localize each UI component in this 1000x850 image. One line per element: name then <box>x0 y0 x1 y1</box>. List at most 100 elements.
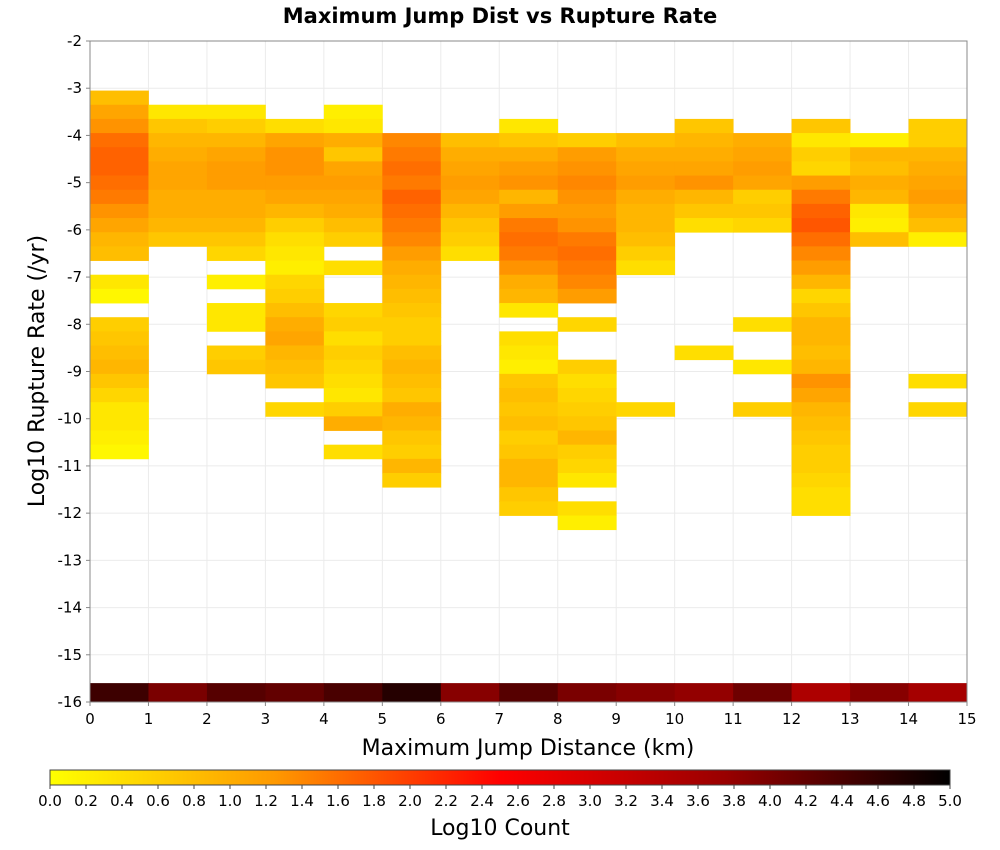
y-tick-label: -11 <box>58 457 83 475</box>
heatmap-cell <box>323 232 383 247</box>
heatmap-cell <box>908 683 967 702</box>
heatmap-cell <box>791 288 851 304</box>
heatmap-cell <box>265 260 325 276</box>
heatmap-cell <box>206 104 266 120</box>
heatmap-cell <box>265 232 325 247</box>
y-axis-label: Log10 Rupture Rate (/yr) <box>25 235 50 507</box>
x-tick-label: 5 <box>378 710 388 728</box>
heatmap-cell <box>499 501 559 516</box>
heatmap-cell <box>791 147 851 162</box>
heatmap-cell <box>265 317 325 332</box>
heatmap-cell <box>265 402 325 417</box>
heatmap-cell <box>850 133 909 148</box>
x-tick-label: 15 <box>957 710 976 728</box>
heatmap-cell <box>733 133 792 148</box>
colorbar-tick-label: 4.8 <box>902 792 926 810</box>
heatmap-cell <box>382 303 442 318</box>
heatmap-cell <box>206 133 266 148</box>
heatmap-cell <box>382 402 442 417</box>
heatmap-cell <box>791 303 851 318</box>
y-tick-label: -14 <box>58 599 83 617</box>
heatmap-cell <box>382 430 442 446</box>
heatmap-cell <box>148 147 208 162</box>
heatmap-cell <box>323 133 383 148</box>
y-tick-label: -6 <box>67 221 82 239</box>
heatmap-cell <box>791 133 851 148</box>
heatmap-cell <box>791 118 851 134</box>
x-tick-label: 12 <box>782 710 801 728</box>
heatmap-cell <box>323 331 383 346</box>
heatmap-cell <box>499 487 559 502</box>
heatmap-cell <box>557 175 617 191</box>
heatmap-cell <box>557 402 617 417</box>
heatmap-cell <box>440 218 500 233</box>
heatmap-cell <box>557 189 617 205</box>
heatmap-cell <box>382 683 442 702</box>
heatmap-cell <box>908 118 967 134</box>
heatmap-cell <box>616 161 676 176</box>
heatmap-cell <box>90 161 149 176</box>
heatmap-cell <box>90 359 149 375</box>
heatmap-cell <box>148 161 208 176</box>
heatmap-cell <box>90 133 149 148</box>
heatmap-cell <box>674 189 734 205</box>
heatmap-cell <box>499 232 559 247</box>
heatmap-cell <box>265 373 325 389</box>
heatmap-cell <box>557 359 617 375</box>
heatmap-cell <box>323 388 383 403</box>
heatmap-cell <box>791 161 851 176</box>
colorbar-tick-label: 3.6 <box>686 792 710 810</box>
heatmap-cell <box>908 161 967 176</box>
x-tick-label: 0 <box>85 710 95 728</box>
heatmap-cell <box>148 203 208 219</box>
heatmap-cell <box>499 331 559 346</box>
heatmap-cell <box>148 133 208 148</box>
heatmap-cell <box>557 430 617 446</box>
heatmap-cell <box>382 218 442 233</box>
heatmap-cell <box>557 147 617 162</box>
heatmap-cell <box>206 274 266 290</box>
heatmap-cell <box>90 444 149 460</box>
y-tick-label: -8 <box>67 315 82 333</box>
heatmap-cell <box>148 218 208 233</box>
colorbar-tick-label: 2.8 <box>542 792 566 810</box>
heatmap-cell <box>557 373 617 389</box>
heatmap-cell <box>791 473 851 488</box>
heatmap-cell <box>850 189 909 205</box>
heatmap-cell <box>499 203 559 219</box>
heatmap-cell <box>674 683 734 702</box>
heatmap-cell <box>674 147 734 162</box>
heatmap-cell <box>90 317 149 332</box>
heatmap-cells <box>90 90 967 702</box>
x-tick-label: 1 <box>144 710 154 728</box>
heatmap-cell <box>791 402 851 417</box>
colorbar-tick-label: 4.0 <box>758 792 782 810</box>
heatmap-cell <box>382 232 442 247</box>
heatmap-cell <box>440 161 500 176</box>
heatmap-cell <box>616 246 676 261</box>
heatmap-cell <box>791 274 851 290</box>
heatmap-cell <box>674 175 734 191</box>
heatmap-cell <box>206 147 266 162</box>
heatmap-cell <box>557 260 617 276</box>
heatmap-cell <box>791 683 851 702</box>
heatmap-cell <box>616 402 676 417</box>
heatmap-cell <box>90 373 149 389</box>
heatmap-cell <box>90 683 149 702</box>
colorbar-tick-label: 3.4 <box>650 792 674 810</box>
heatmap-cell <box>557 288 617 304</box>
heatmap-cell <box>791 189 851 205</box>
y-tick-label: -4 <box>67 126 82 144</box>
colorbar-tick-label: 2.4 <box>470 792 494 810</box>
y-tick-label: -9 <box>67 363 82 381</box>
heatmap-cell <box>90 331 149 346</box>
heatmap-cell <box>382 458 442 474</box>
heatmap-cell <box>908 402 967 417</box>
heatmap-cell <box>90 203 149 219</box>
colorbar-tick-label: 0.6 <box>146 792 170 810</box>
heatmap-cell <box>382 331 442 346</box>
heatmap-cell <box>90 232 149 247</box>
heatmap-cell <box>265 218 325 233</box>
heatmap-cell <box>499 147 559 162</box>
